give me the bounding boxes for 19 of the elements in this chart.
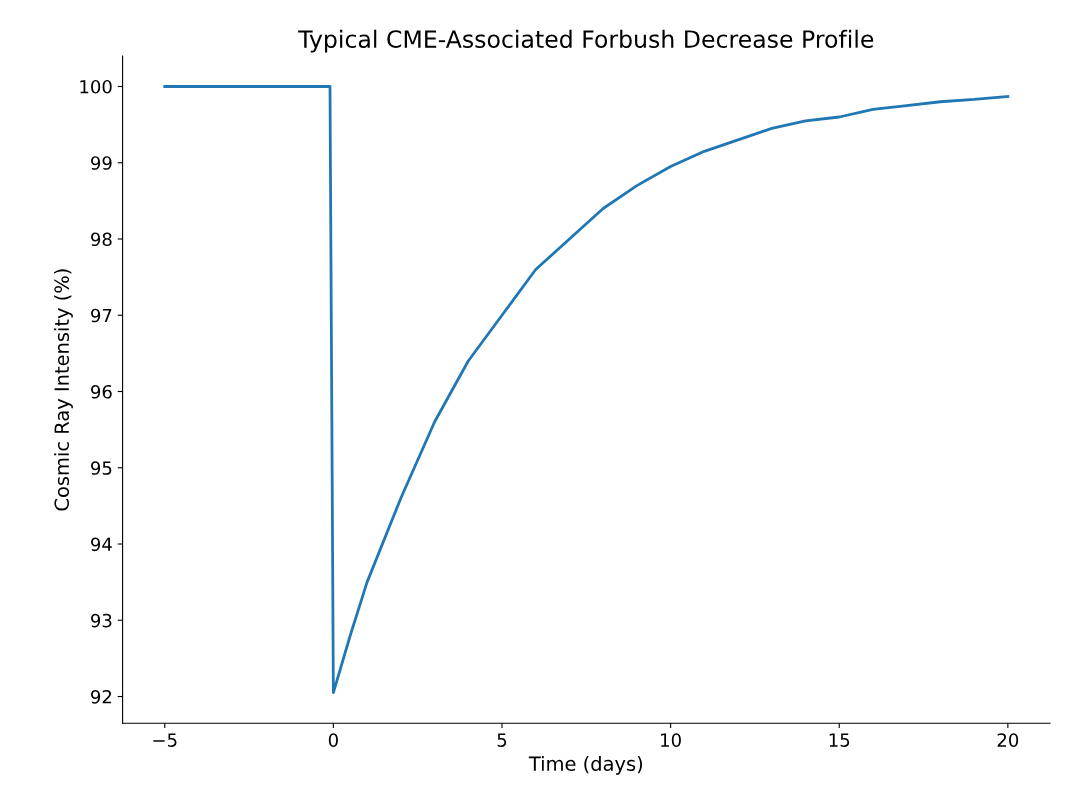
y-tick-label: 100 <box>80 79 112 94</box>
x-tick-label: 0 <box>328 733 338 747</box>
y-tick-label: 93 <box>91 613 112 628</box>
y-tick-label: 94 <box>91 537 112 552</box>
y-tick-label: 96 <box>91 384 112 399</box>
chart-title: Typical CME-Associated Forbush Decrease Profile <box>298 29 874 53</box>
x-tick-label: 15 <box>829 733 850 747</box>
y-tick-label: 92 <box>91 689 112 704</box>
x-tick-label: −5 <box>153 733 177 747</box>
x-tick-label: 5 <box>497 733 507 747</box>
x-tick-label: 20 <box>997 733 1019 747</box>
x-axis-title: Time (days) <box>528 755 643 775</box>
y-tick-label: 98 <box>91 232 112 247</box>
y-tick-label: 97 <box>91 308 112 323</box>
y-tick-label: 95 <box>91 461 112 475</box>
line-series <box>163 85 1010 695</box>
y-axis-title: Cosmic Ray Intensity (%) <box>54 269 73 511</box>
y-tick-label: 99 <box>91 156 112 170</box>
x-tick-label: 10 <box>661 733 681 747</box>
